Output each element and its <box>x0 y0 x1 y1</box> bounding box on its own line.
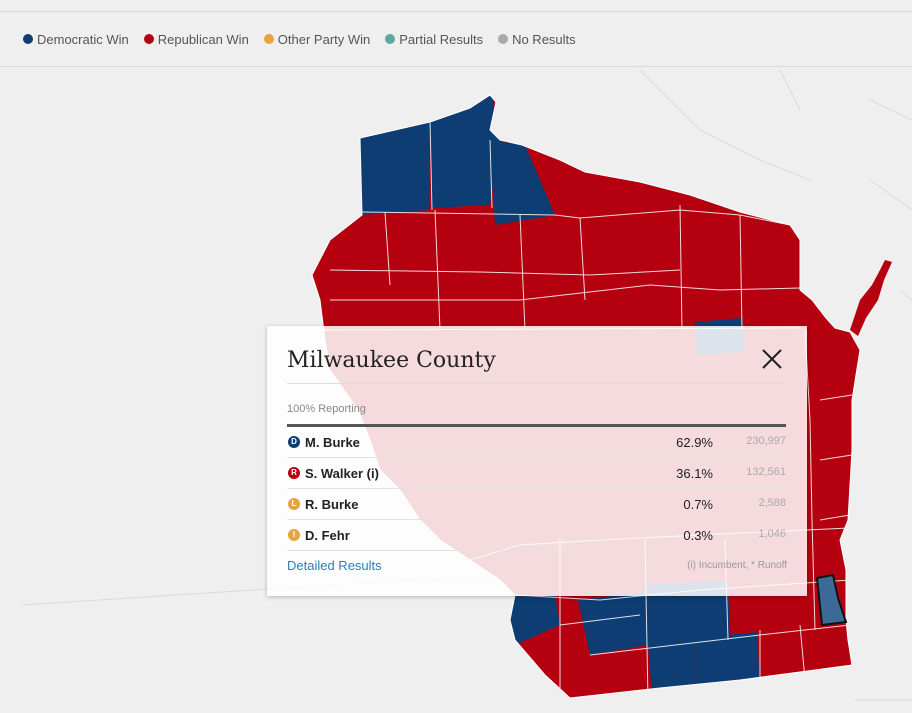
candidate-name: R. Burke <box>305 497 359 512</box>
candidate-votes: 2,588 <box>758 497 786 509</box>
candidate-row: I D. Fehr 0.3% 1,046 <box>287 520 786 551</box>
candidate-votes: 132,561 <box>746 466 786 478</box>
county-results-popup: Milwaukee County 100% Reporting D M. Bur… <box>267 326 807 596</box>
legend-label-democratic: Democratic Win <box>37 31 129 47</box>
candidate-votes: 1,046 <box>758 528 786 540</box>
close-icon <box>762 349 782 369</box>
title-divider <box>287 383 786 384</box>
candidate-row: D M. Burke 62.9% 230,997 <box>287 427 786 458</box>
legend-dot-republican <box>143 34 154 44</box>
milwaukee-county[interactable] <box>815 573 848 627</box>
party-badge: D <box>288 436 300 448</box>
detailed-results-link[interactable]: Detailed Results <box>287 558 382 573</box>
legend-label-other: Other Party Win <box>277 31 371 47</box>
popup-title: Milwaukee County <box>287 348 496 373</box>
legend-dot-democratic <box>23 34 33 44</box>
democratic-counties <box>355 95 760 695</box>
close-button[interactable] <box>759 346 787 374</box>
party-badge: L <box>288 498 300 510</box>
candidate-name: M. Burke <box>305 435 360 450</box>
legend-label-no-results: No Results <box>512 31 576 47</box>
candidate-name: S. Walker (i) <box>305 466 379 481</box>
door-peninsula <box>850 260 892 336</box>
legend-item-no-results: No Results <box>498 32 576 47</box>
candidate-percent: 62.9% <box>676 435 713 450</box>
candidate-row: R S. Walker (i) 36.1% 132,561 <box>287 458 786 489</box>
legend-item-republican: Republican Win <box>143 31 249 47</box>
legend-item-partial: Partial Results <box>385 32 483 47</box>
party-badge: R <box>288 467 300 479</box>
candidate-row: L R. Burke 0.7% 2,588 <box>287 489 786 520</box>
legend-dot-no-results <box>498 34 509 44</box>
legend-dot-other <box>263 34 274 44</box>
candidate-name: D. Fehr <box>305 528 350 543</box>
candidate-percent: 0.7% <box>683 497 713 512</box>
legend-label-partial: Partial Results <box>399 31 484 47</box>
legend-bar: Democratic Win Republican Win Other Part… <box>0 11 912 67</box>
legend-dot-partial <box>385 34 396 44</box>
candidate-percent: 36.1% <box>676 466 713 481</box>
legend-item-democratic: Democratic Win <box>23 32 129 47</box>
legend-item-other: Other Party Win <box>263 31 371 47</box>
footnote: (i) Incumbent, * Runoff <box>687 560 787 571</box>
table-header-rule <box>287 424 786 427</box>
party-badge: I <box>288 529 300 541</box>
legend-label-republican: Republican Win <box>157 31 249 47</box>
candidate-percent: 0.3% <box>683 528 713 543</box>
candidate-votes: 230,997 <box>746 435 786 447</box>
reporting-status: 100% Reporting <box>287 403 366 415</box>
